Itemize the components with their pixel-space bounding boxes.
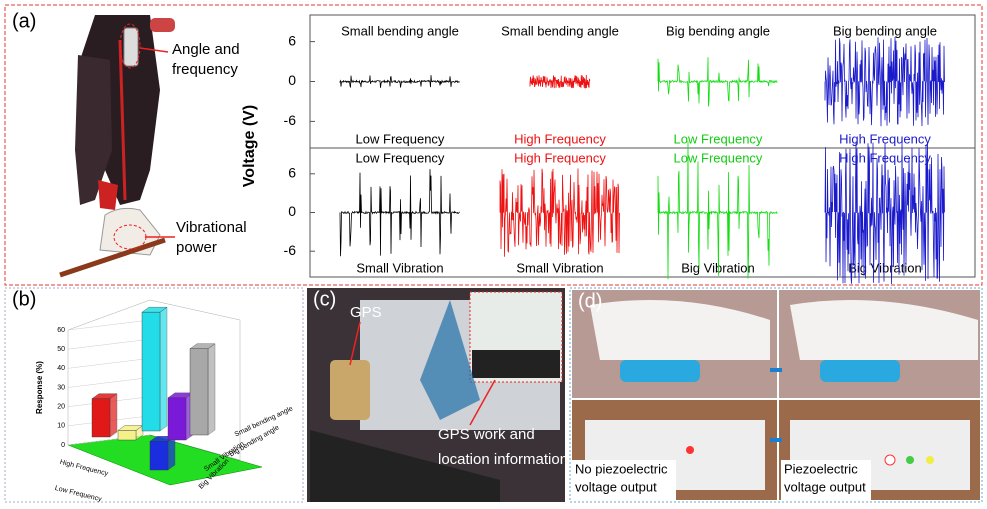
bar bbox=[142, 312, 160, 431]
y-tick-label: 0 bbox=[288, 72, 296, 88]
panel-label: (b) bbox=[12, 288, 36, 310]
column-footer: Low Frequency bbox=[674, 131, 763, 146]
gps-photo bbox=[307, 288, 565, 502]
skater-illustration bbox=[60, 15, 175, 275]
y-tick-label: -6 bbox=[284, 112, 297, 128]
column-footer: Small Vibration bbox=[356, 260, 443, 275]
y-tick-label: -6 bbox=[284, 242, 297, 258]
caption: voltage output bbox=[575, 479, 657, 494]
caption: No piezoelectric bbox=[575, 461, 668, 476]
y-tick-label: 60 bbox=[57, 327, 65, 334]
panel-a-plots: 6 0 -6 Small bending angle Low Frequency Smal… bbox=[284, 23, 945, 284]
bar-side bbox=[110, 394, 117, 437]
bar-side bbox=[168, 436, 175, 470]
column-title: Low Frequency bbox=[674, 150, 763, 165]
bar bbox=[118, 430, 136, 440]
column-footer: Low Frequency bbox=[356, 131, 445, 146]
panel-label: (a) bbox=[12, 10, 36, 32]
voltage-trace bbox=[825, 37, 945, 126]
y-tick-label: 6 bbox=[288, 32, 296, 48]
bar bbox=[168, 398, 186, 440]
axis-category-label: High Frequency bbox=[59, 459, 109, 478]
panel-label: (c) bbox=[313, 288, 336, 310]
y-tick-label: 50 bbox=[57, 346, 65, 353]
voltage-trace bbox=[530, 75, 590, 88]
y-tick-label: 40 bbox=[57, 365, 65, 372]
caption: voltage output bbox=[784, 479, 866, 494]
annotation: power bbox=[176, 239, 217, 256]
gps-caption: GPS work and bbox=[438, 426, 535, 443]
y-tick-label: 10 bbox=[57, 423, 65, 430]
panel-label: (d) bbox=[578, 290, 602, 312]
y-tick-label: 20 bbox=[57, 404, 65, 411]
voltage-trace bbox=[658, 57, 778, 106]
column-footer: High Frequency bbox=[514, 131, 606, 146]
voltage-trace bbox=[340, 169, 460, 256]
annotation: Vibrational bbox=[176, 219, 247, 236]
column-title: Big bending angle bbox=[666, 23, 770, 38]
figure: (a) Angle and frequency Vibrational powe… bbox=[0, 0, 987, 504]
column-title: Low Frequency bbox=[356, 150, 445, 165]
annotation: Angle and bbox=[172, 41, 240, 58]
y-axis-label: Response (%) bbox=[35, 361, 44, 414]
gps-caption: location information bbox=[438, 451, 568, 468]
bar-side bbox=[160, 307, 167, 431]
axis-category-label: Low Frequency bbox=[54, 485, 103, 503]
y-axis-label: Voltage (V) bbox=[241, 105, 258, 187]
caption: Piezoelectric bbox=[784, 461, 858, 476]
y-tick-label: 0 bbox=[288, 203, 296, 219]
column-footer: Small Vibration bbox=[516, 260, 603, 275]
bar-side bbox=[208, 344, 215, 435]
column-title: Small bending angle bbox=[501, 23, 619, 38]
voltage-trace bbox=[340, 75, 460, 88]
annotation: frequency bbox=[172, 61, 238, 78]
bar bbox=[92, 399, 110, 437]
y-tick-label: 6 bbox=[288, 165, 296, 181]
column-title: High Frequency bbox=[514, 150, 606, 165]
column-title: Big bending angle bbox=[833, 23, 937, 38]
bar bbox=[150, 441, 168, 470]
panel-b-chart: 0 10 20 30 40 50 60 Response (%) High Frequency L… bbox=[35, 300, 294, 503]
y-tick-label: 0 bbox=[61, 442, 65, 449]
voltage-trace bbox=[500, 169, 620, 257]
y-tick-label: 30 bbox=[57, 384, 65, 391]
bar bbox=[190, 349, 208, 435]
gps-label: GPS bbox=[350, 304, 382, 321]
column-title: Small bending angle bbox=[341, 23, 459, 38]
